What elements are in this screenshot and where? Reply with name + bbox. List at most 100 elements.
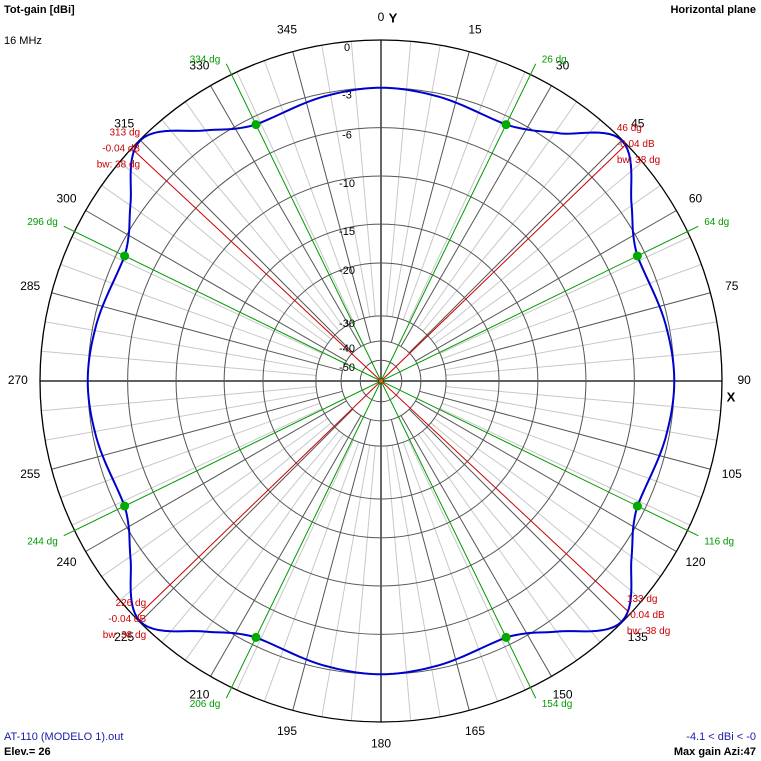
bw-line <box>225 380 382 699</box>
minor-spoke <box>434 417 661 577</box>
minor-spoke <box>434 185 661 345</box>
minor-spoke <box>321 45 371 317</box>
minor-spoke <box>263 442 360 702</box>
minor-spoke <box>60 263 320 360</box>
major-spoke <box>85 210 347 362</box>
grid-circle <box>359 359 403 403</box>
max-gain-line <box>380 146 625 382</box>
bw-point-marker <box>120 251 130 261</box>
grid-circle <box>175 175 587 587</box>
minor-spoke <box>161 430 340 643</box>
grid-circle <box>127 127 635 635</box>
max-gain-angle-label: 46 dg <box>617 123 642 134</box>
azimuth-tick-label: 285 <box>20 279 40 293</box>
y-axis-label: Y <box>389 10 398 25</box>
minor-spoke <box>45 321 317 371</box>
major-spoke <box>400 415 552 677</box>
max-gain-value-label: -0.04 dB <box>108 614 146 625</box>
minor-spoke <box>45 391 317 441</box>
bw-point-marker <box>632 251 642 261</box>
major-spoke <box>292 419 372 711</box>
elevation-label: Elev.= 26 <box>4 746 51 758</box>
radial-tick-label: -30 <box>339 318 355 330</box>
minor-spoke <box>321 445 371 717</box>
beamwidth-label: bw: 38 dg <box>627 626 670 637</box>
azimuth-tick-label: 30 <box>556 59 570 73</box>
gain-pattern-curve <box>86 86 676 676</box>
minor-spoke <box>71 408 323 526</box>
minor-spoke <box>41 350 317 376</box>
major-spoke <box>139 408 354 623</box>
radial-tick-label: -6 <box>342 130 352 142</box>
bw-line <box>380 225 699 382</box>
minor-spoke <box>391 445 441 717</box>
bw-point-marker <box>501 120 511 130</box>
azimuth-tick-label: 210 <box>189 688 209 702</box>
azimuth-tick-label: 255 <box>20 467 40 481</box>
major-spoke <box>408 408 623 623</box>
major-spoke <box>51 390 343 470</box>
minor-spoke <box>422 430 601 643</box>
max-gain-value-label: -0.04 dB <box>627 610 665 621</box>
max-gain-angle-label: 226 dg <box>116 598 147 609</box>
grid-circle <box>315 315 447 447</box>
radial-tick-label: -15 <box>339 226 355 238</box>
azimuth-tick-label: 270 <box>8 373 28 387</box>
major-spoke <box>85 400 347 552</box>
minor-spoke <box>430 422 643 601</box>
major-spoke <box>292 51 372 343</box>
minor-spoke <box>236 71 354 323</box>
azimuth-tick-label: 330 <box>189 59 209 73</box>
azimuth-tick-label: 15 <box>468 22 482 36</box>
grid-circle <box>262 262 500 500</box>
azimuth-tick-label: 300 <box>56 192 76 206</box>
minor-spoke <box>445 386 721 412</box>
minor-spoke <box>422 119 601 332</box>
minor-spoke <box>386 41 412 317</box>
bw-angle-label: 296 dg <box>27 217 58 228</box>
azimuth-tick-label: 45 <box>631 116 645 130</box>
major-spoke <box>415 210 677 362</box>
minor-spoke <box>408 71 526 323</box>
chart-title: Tot-gain [dBi] <box>4 4 75 16</box>
minor-spoke <box>442 402 702 499</box>
max-gain-line <box>380 380 629 612</box>
azimuth-tick-label: 315 <box>114 116 134 130</box>
radial-tick-label: -40 <box>339 343 355 355</box>
bw-angle-label: 244 dg <box>27 536 58 547</box>
major-spoke <box>390 419 470 711</box>
minor-spoke <box>445 391 717 441</box>
minor-spoke <box>41 386 317 412</box>
file-name-label: AT-110 (MODELO 1).out <box>4 731 124 743</box>
bw-point-marker <box>501 632 511 642</box>
minor-spoke <box>350 41 376 317</box>
major-spoke <box>419 292 711 372</box>
plane-label: Horizontal plane <box>670 4 756 16</box>
azimuth-tick-label: 345 <box>277 22 297 36</box>
azimuth-tick-label: 105 <box>722 467 742 481</box>
bw-angle-label: 64 dg <box>704 217 729 228</box>
bw-point-marker <box>632 501 642 511</box>
bw-angle-label: 334 dg <box>190 54 221 65</box>
minor-spoke <box>60 402 320 499</box>
bw-angle-label: 26 dg <box>542 54 567 65</box>
bw-line <box>225 63 382 382</box>
major-spoke <box>210 85 362 347</box>
radial-tick-label: -10 <box>339 178 355 190</box>
minor-spoke <box>71 236 323 354</box>
minor-spoke <box>101 417 328 577</box>
minor-spoke <box>161 119 340 332</box>
minor-spoke <box>402 442 499 702</box>
grid-circle <box>340 340 422 422</box>
minor-spoke <box>236 439 354 691</box>
minor-spoke <box>430 161 643 340</box>
max-gain-angle-label: 133 dg <box>627 594 658 605</box>
major-spoke <box>400 85 552 347</box>
bw-point-marker <box>120 501 130 511</box>
minor-spoke <box>101 185 328 345</box>
azimuth-tick-label: 0 <box>378 10 385 24</box>
bw-angle-label: 154 dg <box>542 699 573 710</box>
azimuth-tick-label: 225 <box>114 630 134 644</box>
azimuth-tick-label: 240 <box>56 555 76 569</box>
beamwidth-label: bw: 38 dg <box>103 630 146 641</box>
